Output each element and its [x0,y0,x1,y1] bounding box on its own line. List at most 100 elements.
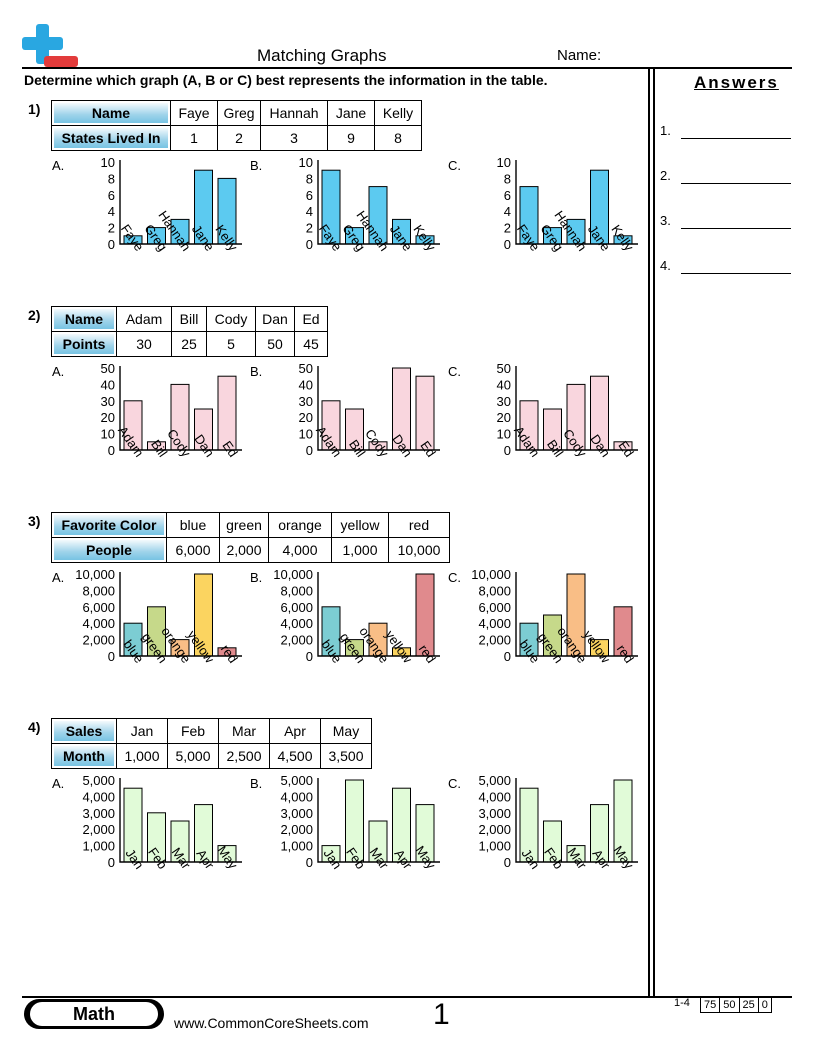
score-cell: 0 [757,997,772,1013]
question-number: 4) [28,719,41,735]
y-tick-label: 0 [108,443,115,458]
y-tick-label: 0 [108,855,115,870]
table-cell: 45 [294,331,328,357]
y-tick-label: 0 [504,237,511,252]
table-cell: 50 [255,331,295,357]
y-tick-label: 10,000 [75,567,115,582]
y-tick-label: 0 [306,855,313,870]
page-number: 1 [433,998,450,1031]
chart-axis [119,366,242,451]
y-tick-label: 10 [101,427,115,442]
x-tick-label: Cody [362,426,392,460]
y-tick-label: 0 [504,649,511,664]
y-tick-label: 8 [504,171,511,186]
y-tick-label: 10 [299,427,313,442]
y-tick-label: 2,000 [280,633,313,648]
table-header: Month [51,743,117,769]
y-tick-label: 4,000 [478,789,511,804]
answer-blank[interactable] [681,138,791,139]
score-cell: 75 [699,997,721,1013]
option-label: B. [250,364,263,379]
y-tick-label: 1,000 [82,839,115,854]
table-cell: Jan [116,718,168,744]
y-tick-label: 20 [101,410,115,425]
table-cell: 1,000 [116,743,168,769]
column-divider [653,67,655,996]
question-number: 2) [28,307,41,323]
y-tick-label: 6,000 [82,600,115,615]
table-header: Sales [51,718,117,744]
footer-divider [22,996,792,998]
y-tick-label: 10 [101,155,115,170]
answer-blank[interactable] [681,228,791,229]
y-tick-label: 8,000 [280,583,313,598]
y-tick-label: 4 [504,204,511,219]
table-header: States Lived In [51,125,171,151]
y-tick-label: 10 [299,155,313,170]
y-tick-label: 3,000 [478,806,511,821]
bar-chart: 02,0004,0006,0008,00010,000bluegreenoran… [471,567,638,666]
x-tick-label: Bill [148,437,170,460]
score-cell: 50 [719,997,740,1013]
y-tick-label: 2 [306,221,313,236]
x-tick-label: Kelly [212,222,241,254]
chart-axis [515,160,638,245]
y-tick-label: 20 [497,410,511,425]
y-tick-label: 3,000 [280,806,313,821]
bar-chart: 02,0004,0006,0008,00010,000bluegreenoran… [273,567,440,666]
y-tick-label: 30 [497,394,511,409]
table-cell: Greg [217,100,261,126]
y-tick-label: 40 [299,377,313,392]
chart-axis [119,160,242,245]
y-tick-label: 2,000 [478,633,511,648]
y-tick-label: 8,000 [478,583,511,598]
name-label: Name: [557,47,602,64]
y-tick-label: 4,000 [82,789,115,804]
option-label: A. [52,570,65,585]
x-tick-label: Ed [417,438,438,460]
answers-title: Answers [694,73,779,92]
table-cell: Bill [171,306,207,332]
y-tick-label: 4 [306,204,313,219]
logo-icon [22,24,78,67]
x-tick-label: Cody [164,426,194,460]
y-tick-label: 6,000 [478,600,511,615]
y-tick-label: 1,000 [280,839,313,854]
option-label: C. [448,776,461,791]
table-cell: 2,500 [218,743,270,769]
footer-url: www.CommonCoreSheets.com [174,1015,369,1031]
option-label: A. [52,158,65,173]
table-cell: 1 [170,125,218,151]
table-cell: Ed [294,306,328,332]
y-tick-label: 10,000 [471,567,511,582]
data-table: Sales Jan Feb Mar Apr May Month 1,000 5,… [51,718,372,769]
table-header: Name [51,100,171,126]
table-cell: Cody [206,306,256,332]
x-tick-label: Jane [585,222,613,254]
y-tick-label: 6 [504,188,511,203]
y-tick-label: 20 [299,410,313,425]
x-tick-label: red [218,642,241,666]
table-cell: Hannah [260,100,328,126]
y-tick-label: 4,000 [478,616,511,631]
option-label: A. [52,776,65,791]
chart-axis [317,366,440,451]
instructions: Determine which graph (A, B or C) best r… [24,72,548,88]
answer-blank[interactable] [681,183,791,184]
header-divider [22,67,792,69]
answer-blank[interactable] [681,273,791,274]
y-tick-label: 6 [306,188,313,203]
answer-number: 2. [660,168,671,183]
y-tick-label: 5,000 [280,773,313,788]
y-tick-label: 10,000 [273,567,313,582]
x-tick-label: Ed [615,438,636,460]
table-cell: red [388,512,450,538]
chart-axis [119,778,242,863]
table-cell: May [320,718,372,744]
y-tick-label: 0 [504,855,511,870]
chart-axis [515,778,638,863]
